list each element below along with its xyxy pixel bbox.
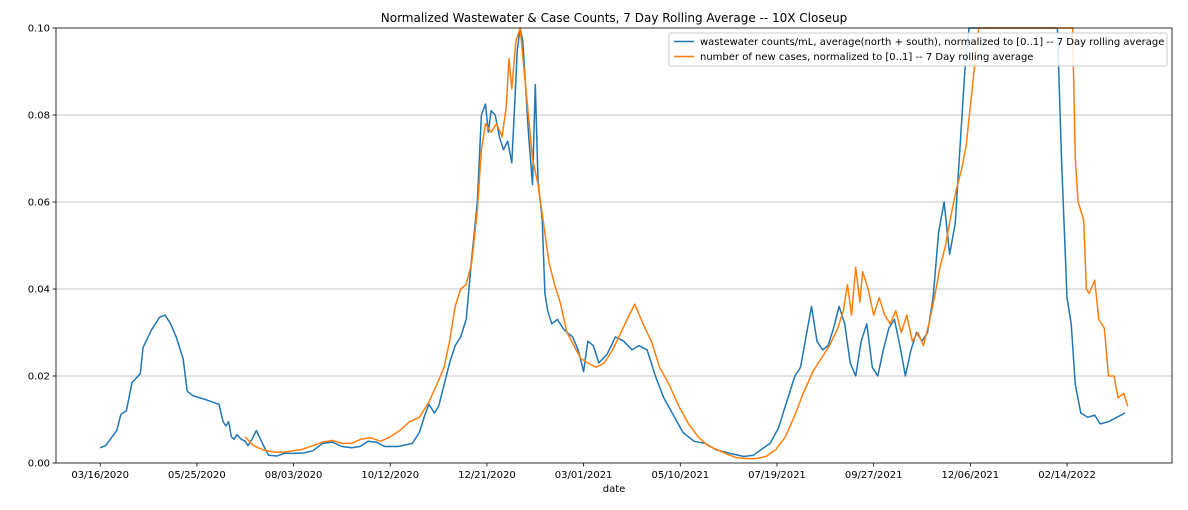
y-tick-label: 0.06 xyxy=(28,198,50,209)
y-tick-label: 0.10 xyxy=(28,24,50,35)
plot-frame xyxy=(55,27,1173,464)
x-tick-label: 02/14/2022 xyxy=(1038,470,1096,481)
y-tick-label: 0.04 xyxy=(28,285,50,296)
legend-label-cases: number of new cases, normalized to [0..1… xyxy=(700,52,1033,63)
x-tick-label: 09/27/2021 xyxy=(845,470,903,481)
x-tick-label: 07/19/2021 xyxy=(748,470,806,481)
series-lines xyxy=(99,27,1129,460)
x-tick-label: 12/06/2021 xyxy=(942,470,1000,481)
series-line-wastewater xyxy=(99,27,1126,458)
legend-box xyxy=(668,32,1168,67)
chart-title: Normalized Wastewater & Case Counts, 7 D… xyxy=(381,11,847,25)
gridlines xyxy=(56,114,1172,377)
x-axis: 03/16/2020 05/25/2020 08/03/2020 10/12/2020… xyxy=(71,463,1096,481)
x-tick-label: 12/21/2020 xyxy=(458,470,516,481)
legend-label-wastewater: wastewater counts/mL, average(north + so… xyxy=(700,37,1164,48)
x-tick-label: 05/25/2020 xyxy=(168,470,226,481)
x-tick-label: 08/03/2020 xyxy=(265,470,323,481)
y-axis: 0.00 0.02 0.04 0.06 0.08 0.10 xyxy=(28,24,56,470)
y-tick-label: 0.08 xyxy=(28,111,50,122)
x-tick-label: 03/16/2020 xyxy=(71,470,129,481)
x-tick-label: 10/12/2020 xyxy=(361,470,419,481)
legend: wastewater counts/mL, average(north + so… xyxy=(668,32,1168,67)
x-axis-label: date xyxy=(603,484,626,495)
x-tick-label: 05/10/2021 xyxy=(651,470,709,481)
x-tick-label: 03/01/2021 xyxy=(555,470,613,481)
y-tick-label: 0.02 xyxy=(28,372,50,383)
series-line-cases xyxy=(244,27,1129,460)
y-tick-label: 0.00 xyxy=(28,459,50,470)
